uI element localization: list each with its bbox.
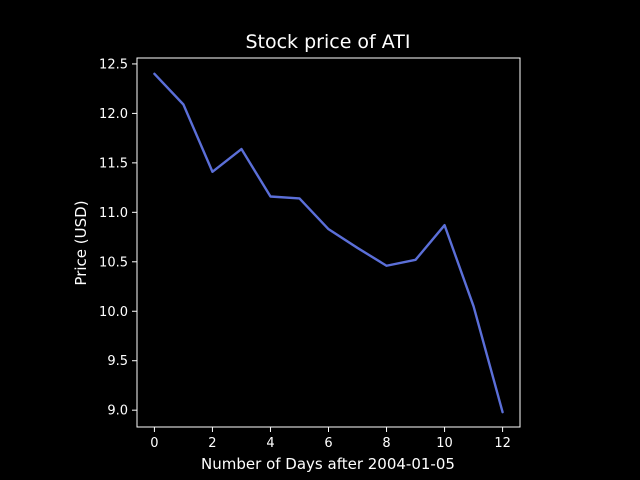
x-tick-label: 2 — [208, 436, 216, 451]
y-tick-label: 12.5 — [99, 57, 128, 72]
y-axis-label: Price (USD) — [72, 200, 90, 285]
x-tick-label: 8 — [382, 436, 390, 451]
y-axis: 9.0 9.5 10.0 10.5 11.0 11.5 12.0 12.5 — [99, 57, 137, 419]
plot-area — [136, 57, 521, 428]
y-tick-label: 10.0 — [99, 305, 128, 320]
y-tick-label: 11.0 — [99, 206, 128, 221]
x-tick-label: 6 — [324, 436, 332, 451]
y-tick-label: 10.5 — [99, 255, 128, 270]
series-layer — [153, 72, 504, 414]
x-tick-label: 10 — [436, 436, 453, 451]
x-tick-label: 12 — [494, 436, 511, 451]
y-tick-label: 12.0 — [99, 107, 128, 122]
x-axis-label: Number of Days after 2004-01-05 — [201, 455, 455, 473]
x-axis: 0 2 4 6 8 10 12 — [150, 427, 511, 451]
chart-title: Stock price of ATI — [245, 31, 410, 53]
y-tick-label: 9.0 — [107, 404, 128, 419]
x-tick-label: 0 — [150, 436, 158, 451]
y-tick-label: 9.5 — [107, 354, 128, 369]
x-tick-label: 4 — [266, 436, 274, 451]
y-tick-label: 11.5 — [99, 156, 128, 171]
series-line — [153, 72, 504, 414]
